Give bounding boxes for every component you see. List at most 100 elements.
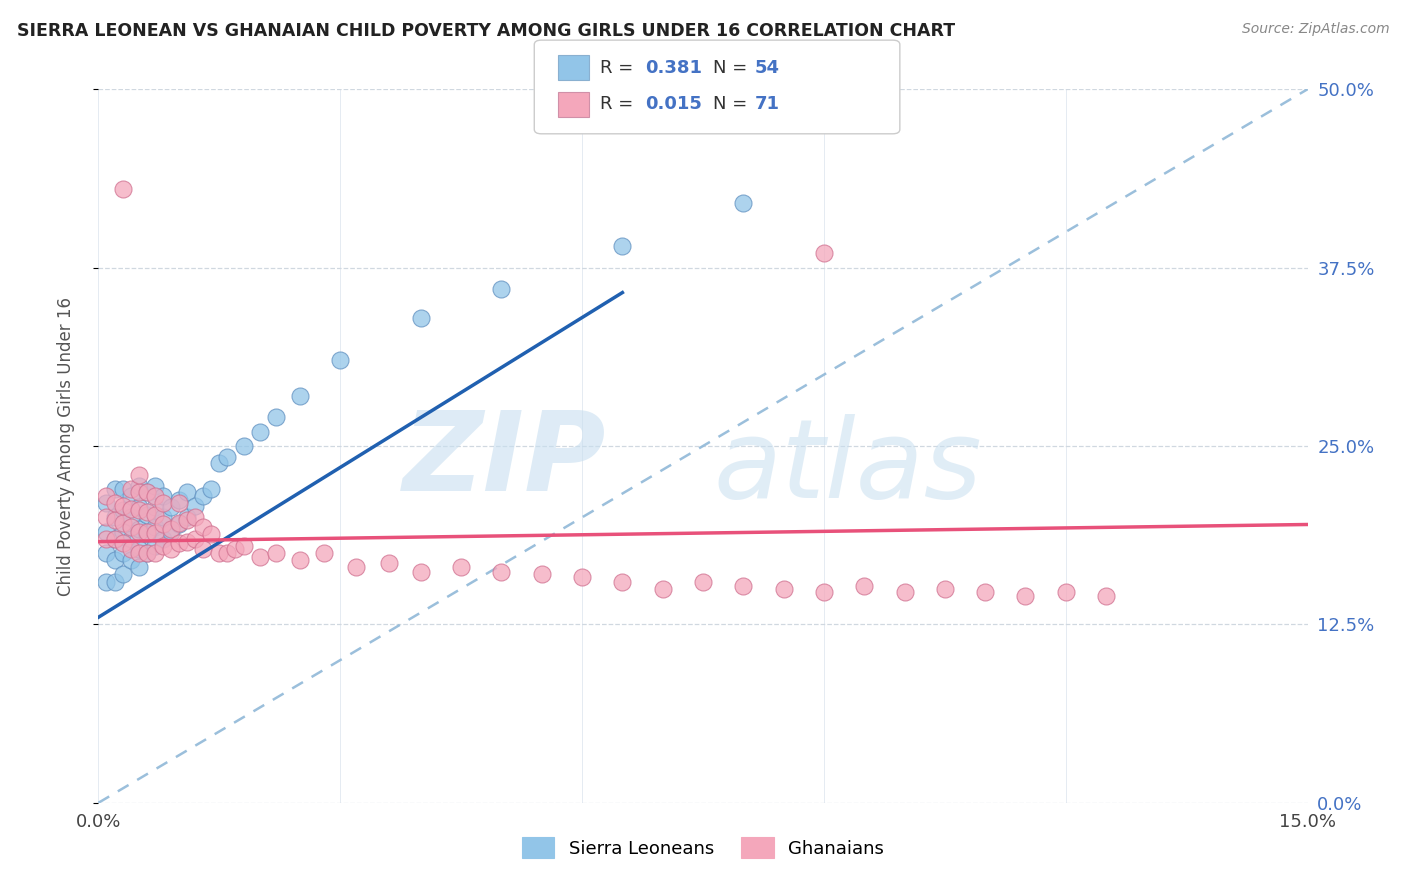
Point xyxy=(167,493,190,508)
Point xyxy=(193,520,215,534)
Text: N =: N = xyxy=(713,59,752,77)
Point xyxy=(167,536,190,550)
Point xyxy=(160,524,183,539)
Point xyxy=(111,516,134,530)
Point xyxy=(143,526,166,541)
Point xyxy=(128,484,150,499)
Point xyxy=(224,541,246,556)
Point xyxy=(651,582,673,596)
Point xyxy=(184,532,207,546)
Point xyxy=(128,546,150,560)
Point xyxy=(1054,584,1077,599)
Point xyxy=(120,520,142,534)
Point xyxy=(288,389,311,403)
Point xyxy=(184,499,207,513)
Point xyxy=(167,496,190,510)
Point xyxy=(733,579,755,593)
Point xyxy=(128,467,150,482)
Point xyxy=(96,489,118,503)
Text: 54: 54 xyxy=(755,59,780,77)
Point xyxy=(152,532,174,546)
Point xyxy=(314,546,336,560)
Point xyxy=(152,510,174,524)
Point xyxy=(409,565,432,579)
Text: R =: R = xyxy=(600,59,640,77)
Point xyxy=(232,439,254,453)
Point xyxy=(135,524,157,539)
Point xyxy=(128,560,150,574)
Point xyxy=(120,501,142,516)
Point xyxy=(934,582,956,596)
Point xyxy=(103,482,125,496)
Point xyxy=(571,570,593,584)
Point xyxy=(143,500,166,515)
Point xyxy=(120,489,142,503)
Text: ZIP: ZIP xyxy=(402,407,606,514)
Point xyxy=(530,567,553,582)
Point xyxy=(200,527,222,541)
Point xyxy=(813,246,835,260)
Point xyxy=(249,425,271,439)
Point xyxy=(111,567,134,582)
Y-axis label: Child Poverty Among Girls Under 16: Child Poverty Among Girls Under 16 xyxy=(56,296,75,596)
Point xyxy=(176,513,198,527)
Point xyxy=(344,560,367,574)
Point xyxy=(692,574,714,589)
Point xyxy=(184,510,207,524)
Point xyxy=(96,574,118,589)
Point xyxy=(103,510,125,524)
Point xyxy=(160,541,183,556)
Point xyxy=(120,510,142,524)
Point xyxy=(96,546,118,560)
Point xyxy=(143,546,166,560)
Point xyxy=(143,539,166,553)
Point xyxy=(120,532,142,546)
Point xyxy=(160,522,183,536)
Point xyxy=(152,517,174,532)
Point xyxy=(135,484,157,499)
Point xyxy=(974,584,997,599)
Point xyxy=(128,541,150,556)
Point xyxy=(733,196,755,211)
Point xyxy=(96,496,118,510)
Point xyxy=(111,546,134,560)
Point xyxy=(111,499,134,513)
Point xyxy=(135,484,157,499)
Text: R =: R = xyxy=(600,95,640,113)
Point xyxy=(111,536,134,550)
Point xyxy=(232,539,254,553)
Text: Source: ZipAtlas.com: Source: ZipAtlas.com xyxy=(1241,22,1389,37)
Point xyxy=(491,282,513,296)
Point xyxy=(135,527,157,541)
Point xyxy=(409,310,432,325)
Text: 71: 71 xyxy=(755,95,780,113)
Point xyxy=(176,484,198,499)
Text: 0.015: 0.015 xyxy=(645,95,702,113)
Point xyxy=(135,546,157,560)
Point xyxy=(135,505,157,519)
Point xyxy=(128,524,150,539)
Point xyxy=(120,541,142,556)
Point xyxy=(96,510,118,524)
Point xyxy=(128,479,150,493)
Point xyxy=(813,584,835,599)
Point xyxy=(152,539,174,553)
Point xyxy=(143,508,166,522)
Point xyxy=(135,508,157,522)
Point xyxy=(103,574,125,589)
Point xyxy=(103,553,125,567)
Point xyxy=(893,584,915,599)
Point xyxy=(193,541,215,556)
Point xyxy=(111,503,134,517)
Point xyxy=(208,546,231,560)
Point xyxy=(1095,589,1118,603)
Point xyxy=(450,560,472,574)
Point xyxy=(103,532,125,546)
Point xyxy=(288,553,311,567)
Point xyxy=(128,500,150,515)
Point xyxy=(111,482,134,496)
Point xyxy=(135,546,157,560)
Point xyxy=(152,496,174,510)
Point xyxy=(612,239,634,253)
Point xyxy=(249,550,271,565)
